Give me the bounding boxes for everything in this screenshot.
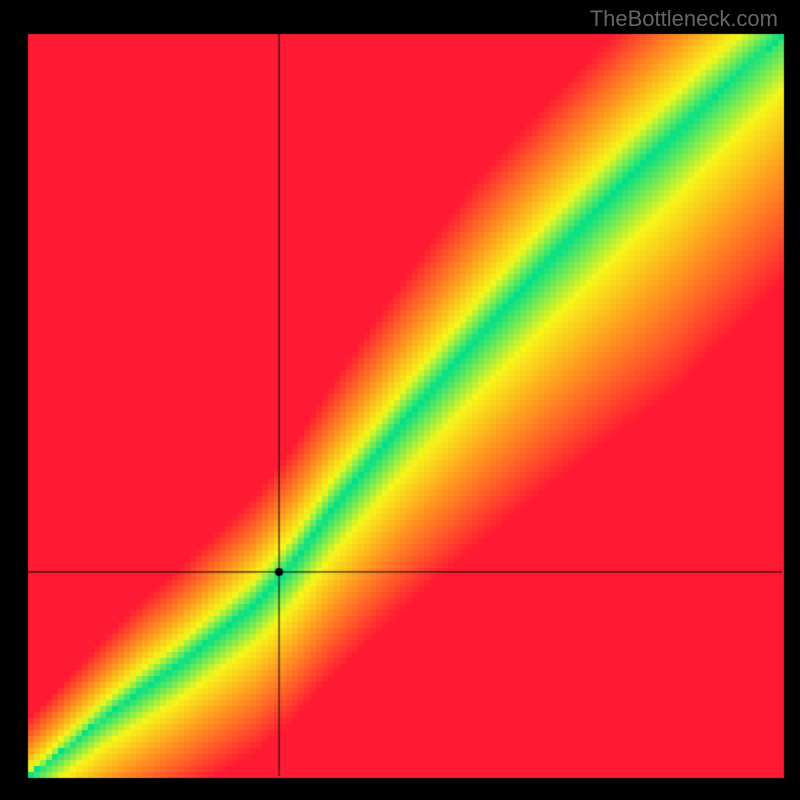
- watermark-text: TheBottleneck.com: [590, 6, 778, 32]
- chart-container: TheBottleneck.com: [0, 0, 800, 800]
- heatmap-canvas: [0, 0, 800, 800]
